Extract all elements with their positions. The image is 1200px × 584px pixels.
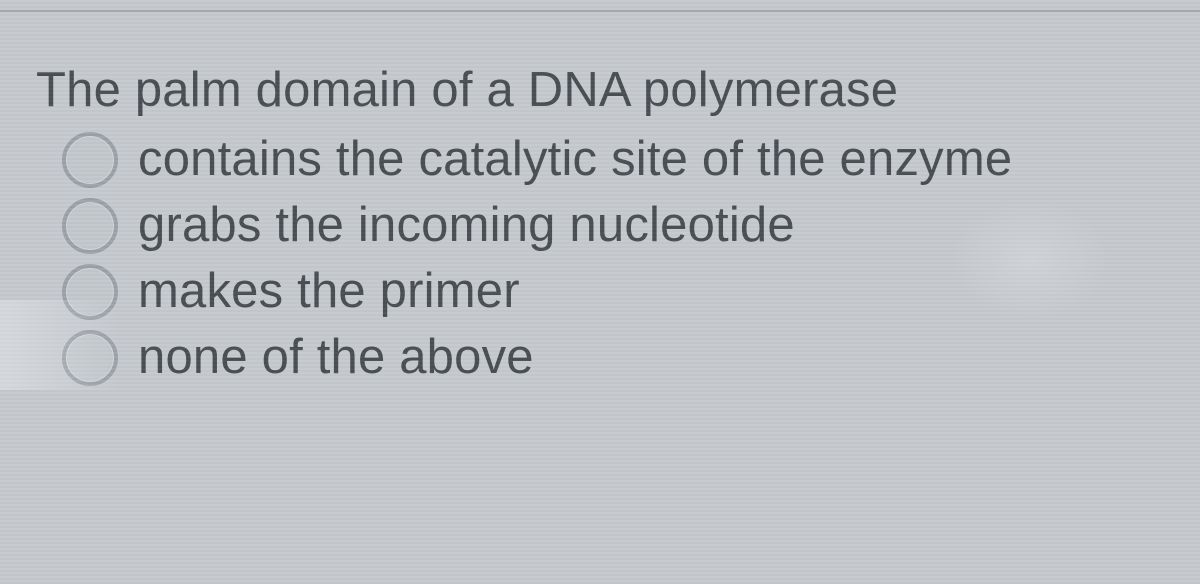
option-label: makes the primer: [138, 264, 520, 319]
top-divider: [0, 10, 1200, 12]
options-list: contains the catalytic site of the enzym…: [36, 132, 1180, 386]
option-row[interactable]: makes the primer: [62, 264, 1180, 320]
option-label: grabs the incoming nucleotide: [138, 198, 795, 253]
option-label: none of the above: [138, 330, 534, 385]
option-label: contains the catalytic site of the enzym…: [138, 132, 1012, 187]
radio-icon[interactable]: [62, 132, 118, 188]
radio-icon[interactable]: [62, 264, 118, 320]
option-row[interactable]: grabs the incoming nucleotide: [62, 198, 1180, 254]
radio-icon[interactable]: [62, 330, 118, 386]
option-row[interactable]: contains the catalytic site of the enzym…: [62, 132, 1180, 188]
radio-icon[interactable]: [62, 198, 118, 254]
option-row[interactable]: none of the above: [62, 330, 1180, 386]
question-stem: The palm domain of a DNA polymerase: [36, 64, 1180, 118]
question-block: The palm domain of a DNA polymerase cont…: [36, 64, 1180, 388]
